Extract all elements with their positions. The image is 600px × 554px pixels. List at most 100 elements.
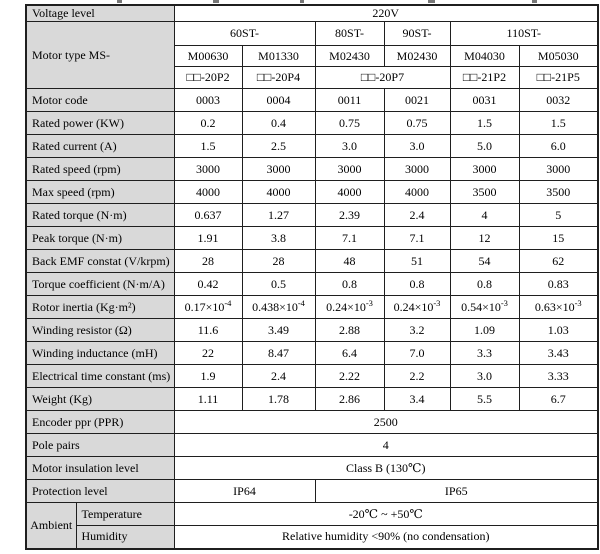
spec-value-cell: 3500 [449,180,520,204]
spec-value-cell: 3000 [173,157,243,181]
spec-value-cell: 28 [173,249,243,273]
spec-value-cell: 2.4 [383,203,451,227]
clipped-text-fragment [117,0,122,3]
series-cell: 90ST- [383,21,451,46]
exponent: -3 [433,297,441,308]
spec-value-cell: 0.17×10-4 [173,295,243,319]
spec-value-cell: 6.4 [314,341,385,365]
exponent: -3 [500,297,508,308]
spec-value-cell: 2.4 [241,364,316,388]
spec-value-cell: 1.91 [173,226,243,250]
spec-value-cell: 1.11 [173,387,243,411]
voltage-level-value: 220V [173,4,599,22]
model-cell: M01330 [241,45,316,67]
spec-value-cell: 1.5 [173,134,243,158]
spec-value-cell: 5.5 [449,387,520,411]
spec-value-cell: 22 [173,341,243,365]
spec-value-cell: 3.0 [449,364,520,388]
spec-value-cell: 2500 [173,410,599,434]
temperature-value: -20℃ ~ +50℃ [173,502,599,526]
humidity-label: Humidity [75,525,175,549]
table-row-weight: Weight (Kg) 1.11 1.78 2.86 3.4 5.5 6.7 [25,387,599,411]
spec-value-cell: 1.9 [173,364,243,388]
table-row-series: Motor type MS- 60ST- 80ST- 90ST- 110ST- [25,21,599,89]
spec-value-cell: 4000 [383,180,451,204]
spec-value-cell: 0003 [173,88,243,112]
series-cell: 110ST- [449,21,599,46]
spec-value-cell: 4000 [314,180,385,204]
spec-value-cell: 0.24×10-3 [314,295,385,319]
table-row-motor-code: Motor code 0003 0004 0011 0021 0031 0032 [25,88,599,112]
protection-ip64-cell: IP64 [173,479,316,503]
spec-value-cell: 0004 [241,88,316,112]
series-cell: 80ST- [314,21,385,46]
spec-value-cell: 6.7 [518,387,599,411]
spec-row-label: Rotor inertia (Kg·m²) [25,295,175,319]
spec-value-cell: 2.88 [314,318,385,342]
spec-value-cell: 3.33 [518,364,599,388]
model-cell: M00630 [173,45,243,67]
table-row-peak-torque: Peak torque (N·m) 1.91 3.8 7.1 7.1 12 15 [25,226,599,250]
table-row-torque-coefficient: Torque coefficient (N·m/A) 0.42 0.5 0.8 … [25,272,599,296]
spec-row-label: Protection level [25,479,175,503]
spec-row-label: Pole pairs [25,433,175,457]
spec-value-cell: 8.47 [241,341,316,365]
power-code-cell: □□-20P2 [173,66,243,89]
spec-value-cell: 3.2 [383,318,451,342]
spec-value-cell: 3000 [241,157,316,181]
spec-value-cell: 0.24×10-3 [383,295,451,319]
table-row-max-speed: Max speed (rpm) 4000 4000 4000 4000 3500… [25,180,599,204]
spec-value-cell: 0.637 [173,203,243,227]
model-cell: M04030 [449,45,520,67]
spec-value-cell: 0.8 [383,272,451,296]
spec-value-cell: 3.0 [314,134,385,158]
spec-value-cell: 7.1 [314,226,385,250]
model-cell: M02430 [383,45,451,67]
table-row-back-emf: Back EMF constat (V/krpm) 28 28 48 51 54… [25,249,599,273]
table-row-winding-inductance: Winding inductance (mH) 22 8.47 6.4 7.0 … [25,341,599,365]
exponent: -4 [297,297,305,308]
power-code-cell: □□-21P5 [518,66,599,89]
spec-value-cell: 5.0 [449,134,520,158]
table-row-rated-current: Rated current (A) 1.5 2.5 3.0 3.0 5.0 6.… [25,134,599,158]
spec-value-cell: 0.75 [383,111,451,135]
exponent: -3 [574,297,582,308]
spec-value-cell: 3.3 [449,341,520,365]
spec-row-label: Back EMF constat (V/krpm) [25,249,175,273]
spec-value-cell: 0.8 [314,272,385,296]
clipped-text-fragment [213,0,219,3]
spec-value-cell: 0.438×10-4 [241,295,316,319]
table-row-power-codes: □□-20P2 □□-20P4 □□-20P7 □□-21P2 □□-21P5 [26,66,599,89]
spec-value-cell: 3.49 [241,318,316,342]
table-row-electrical-time-constant: Electrical time constant (ms) 1.9 2.4 2.… [25,364,599,388]
spec-row-label: Winding inductance (mH) [25,341,175,365]
spec-value-cell: Class B (130℃) [173,456,599,480]
spec-row-label: Winding resistor (Ω) [25,318,175,342]
table-row-pole-pairs: Pole pairs 4 [25,433,599,457]
series-cell: 60ST- [173,21,316,46]
spec-row-label: Peak torque (N·m) [25,226,175,250]
spec-value-cell: 12 [449,226,520,250]
spec-value-cell: 3000 [383,157,451,181]
spec-value-cell: 3.4 [383,387,451,411]
spec-value-cell: 51 [383,249,451,273]
spec-value-cell: 6.0 [518,134,599,158]
model-cell: M02430 [314,45,385,67]
table-row-insulation-level: Motor insulation level Class B (130℃) [25,456,599,480]
spec-value-cell: 0.8 [449,272,520,296]
spec-value-cell: 4 [449,203,520,227]
spec-value-cell: 0.83 [518,272,599,296]
exponent: -4 [224,297,232,308]
spec-value-cell: 15 [518,226,599,250]
spec-value-cell: 2.5 [241,134,316,158]
model-cell: M05030 [518,45,599,67]
spec-value-cell: 4000 [241,180,316,204]
spec-value-cell: 3000 [314,157,385,181]
spec-row-label: Electrical time constant (ms) [25,364,175,388]
protection-ip65-cell: IP65 [314,479,599,503]
humidity-value: Relative humidity <90% (no condensation) [173,525,599,549]
spec-value-cell: 0021 [383,88,451,112]
clipped-text-fragment [428,0,435,3]
spec-value-cell: 7.0 [383,341,451,365]
spec-value-cell: 2.39 [314,203,385,227]
